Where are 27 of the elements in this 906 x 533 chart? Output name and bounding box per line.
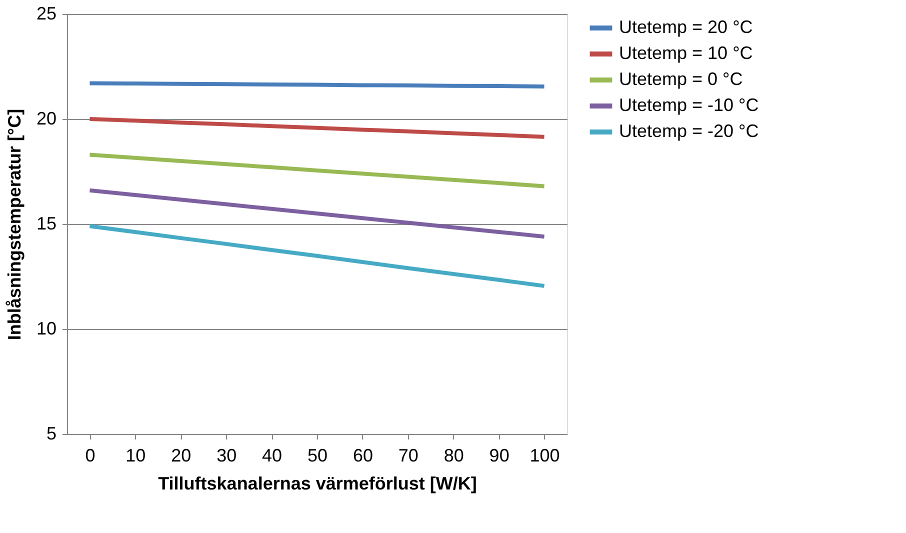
line-series bbox=[88, 188, 546, 239]
x-axis-title: Tilluftskanalernas värmeförlust [W/K] bbox=[158, 474, 477, 494]
y-tick-label: 20 bbox=[36, 108, 56, 128]
legend-label: Utetemp = -10 °C bbox=[619, 95, 759, 115]
line-series bbox=[88, 224, 546, 288]
x-tick-label: 100 bbox=[530, 446, 560, 466]
line-series bbox=[88, 152, 546, 188]
x-tick-label: 40 bbox=[262, 446, 282, 466]
x-tick-label: 90 bbox=[489, 446, 510, 466]
legend-label: Utetemp = 10 °C bbox=[619, 43, 753, 63]
legend-label: Utetemp = 0 °C bbox=[619, 69, 743, 89]
line-series bbox=[88, 117, 546, 139]
x-tick-label: 20 bbox=[171, 446, 192, 466]
x-tick-label: 80 bbox=[444, 446, 464, 466]
legend-label: Utetemp = 20 °C bbox=[619, 17, 753, 37]
x-tick-label: 0 bbox=[85, 446, 96, 466]
x-tick-label: 70 bbox=[398, 446, 418, 466]
y-tick-label: 5 bbox=[46, 424, 56, 444]
y-tick-label: 10 bbox=[36, 318, 56, 338]
y-axis-title: Inblåsningstemperatur [°C] bbox=[4, 108, 24, 340]
legend-label: Utetemp = -20 °C bbox=[619, 121, 759, 141]
y-tick-label: 15 bbox=[36, 214, 56, 234]
x-tick-label: 50 bbox=[307, 446, 328, 466]
y-tick-label: 25 bbox=[36, 4, 56, 24]
x-tick-label: 60 bbox=[352, 446, 373, 466]
x-tick-label: 10 bbox=[126, 446, 146, 466]
x-tick-label: 30 bbox=[216, 446, 237, 466]
